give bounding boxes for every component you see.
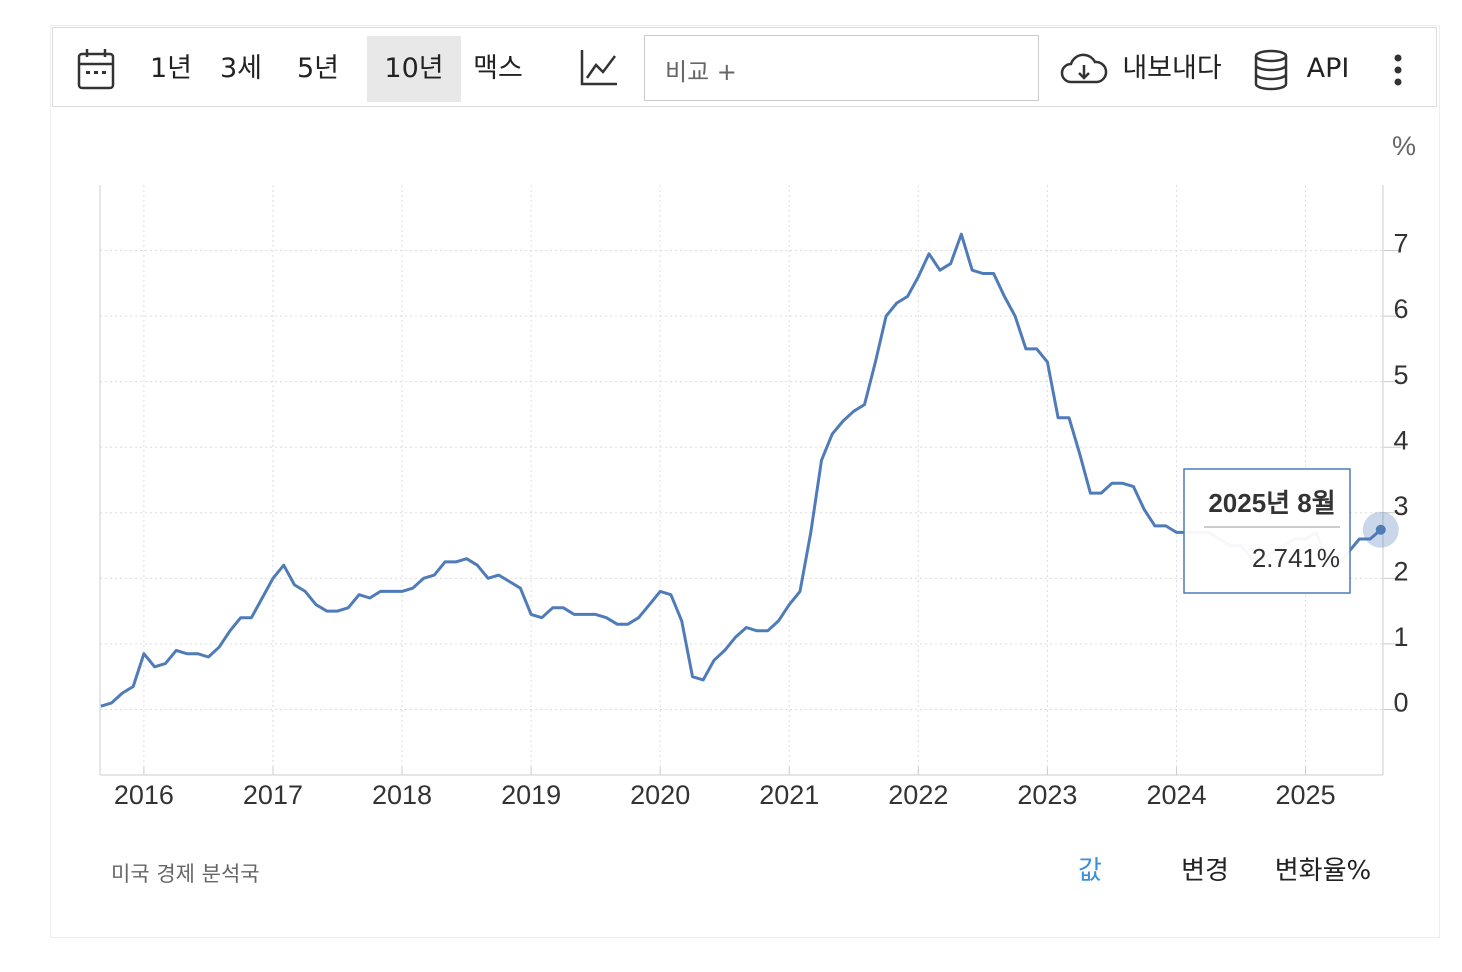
download-icon[interactable] (1059, 50, 1109, 90)
range-button[interactable]: 10년 (367, 36, 461, 102)
export-button[interactable]: 내보내다 (1122, 53, 1222, 84)
widget-frame (50, 25, 1440, 938)
range-button[interactable]: 1년 (149, 53, 193, 84)
more-icon[interactable] (1392, 52, 1404, 92)
compare-input[interactable]: 비교 + (644, 35, 1039, 101)
source: 미국 경제 분석국 (111, 862, 260, 886)
range-button[interactable]: 3세 (219, 53, 263, 84)
mode-button[interactable]: 값 (1078, 856, 1102, 886)
range-button[interactable]: 맥스 (473, 53, 523, 84)
toolbar: 1년 3세 5년 10년 맥스 비교 + 내보내다 API (52, 27, 1437, 107)
database-icon[interactable] (1253, 48, 1293, 92)
chart-type-icon[interactable] (579, 48, 619, 88)
mode-button[interactable]: 변경 (1181, 856, 1229, 886)
api-button[interactable]: API (1306, 53, 1350, 84)
calendar-icon[interactable] (77, 48, 117, 92)
mode-button[interactable]: 변화율% (1274, 856, 1372, 886)
range-button[interactable]: 5년 (296, 53, 340, 84)
